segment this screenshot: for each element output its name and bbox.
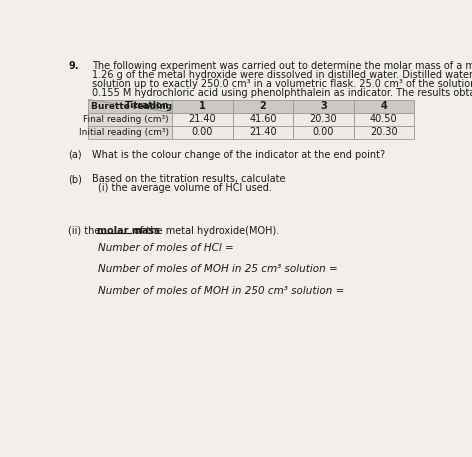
Text: 0.00: 0.00 [192,127,213,137]
Text: 21.40: 21.40 [188,114,216,124]
Text: (b): (b) [68,174,82,184]
Bar [88,112,172,126]
Text: 3: 3 [320,101,327,111]
Text: Based on the titration results, calculate: Based on the titration results, calculat… [92,174,285,184]
Bar [293,100,354,112]
Bar [354,112,414,126]
Text: Titration: Titration [126,101,170,110]
Text: 0.00: 0.00 [312,127,334,137]
Text: 20.30: 20.30 [370,127,397,137]
Text: 4: 4 [380,101,387,111]
Text: (ii) the: (ii) the [68,226,104,236]
Text: 0.155 M hydrochloric acid using phenolphthalein as indicator. The results obtain: 0.155 M hydrochloric acid using phenolph… [92,88,472,97]
Bar [88,100,172,112]
Text: The following experiment was carried out to determine the molar mass of a metal : The following experiment was carried out… [92,61,472,71]
Bar [172,126,233,139]
Text: Number of moles of MOH in 25 cm³ solution =: Number of moles of MOH in 25 cm³ solutio… [98,264,337,274]
Text: 9.: 9. [68,61,79,71]
Text: Burette reading: Burette reading [91,102,172,111]
Bar [293,126,354,139]
Bar [172,100,233,112]
Text: Initial reading (cm³): Initial reading (cm³) [79,128,169,137]
Text: Final reading (cm³): Final reading (cm³) [84,115,169,124]
Text: Number of moles of MOH in 250 cm³ solution =: Number of moles of MOH in 250 cm³ soluti… [98,286,344,296]
Text: 21.40: 21.40 [249,127,277,137]
Text: 41.60: 41.60 [249,114,277,124]
Text: 1: 1 [199,101,206,111]
Text: What is the colour change of the indicator at the end point?: What is the colour change of the indicat… [92,149,385,159]
Text: 40.50: 40.50 [370,114,397,124]
Text: 1.26 g of the metal hydroxide were dissolved in distilled water. Distilled water: 1.26 g of the metal hydroxide were disso… [92,70,472,80]
Text: solution up to exactly 250.0 cm³ in a volumetric flask. 25.0 cm³ of the solution: solution up to exactly 250.0 cm³ in a vo… [92,79,472,89]
Text: molar mass: molar mass [97,226,160,236]
Text: 20.30: 20.30 [310,114,337,124]
Text: 2: 2 [260,101,266,111]
Text: (i) the average volume of HCl used.: (i) the average volume of HCl used. [98,183,271,193]
Bar [88,126,172,139]
Text: of the metal hydroxide(MOH).: of the metal hydroxide(MOH). [131,226,279,236]
Bar [354,126,414,139]
Text: (a): (a) [68,149,82,159]
Bar [354,100,414,112]
Bar [172,112,233,126]
Bar [293,112,354,126]
Bar [233,112,293,126]
Bar [233,100,293,112]
Bar [233,126,293,139]
Text: Number of moles of HCl =: Number of moles of HCl = [98,243,234,253]
